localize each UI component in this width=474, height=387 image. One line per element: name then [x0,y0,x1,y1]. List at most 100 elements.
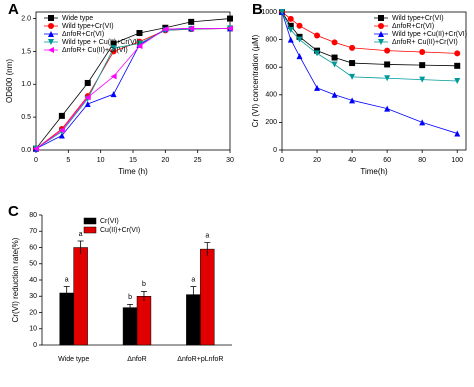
marker [110,73,117,80]
x-tick-label: 25 [194,157,202,164]
y-tick-label: 400 [265,92,277,99]
y-tick-label: 2.0 [21,15,31,22]
marker [296,53,303,60]
x-tick-label: 100 [451,157,463,164]
marker [188,18,195,25]
marker [110,45,117,52]
legend-label: Wild type + Cu(II)+Cr(VI) [62,39,139,46]
legend-marker [48,31,54,37]
y-tick-label: 1.0 [21,81,31,88]
marker [227,15,233,22]
plot-frame [281,11,467,151]
x-axis-label: Time(h) [360,167,388,176]
legend-label: ΔnfoR+ Cu(II)+Cr(VI) [62,47,128,54]
marker [419,62,426,69]
marker [384,105,391,112]
marker [84,94,91,101]
y-tick-label: 0 [33,342,37,349]
annotation: a [65,276,69,283]
marker [136,40,143,47]
series-line [35,28,231,150]
marker [136,43,143,50]
marker [58,127,65,134]
marker [349,73,356,80]
y-tick-label: 600 [265,64,277,71]
y-tick-label: 80 [29,212,37,219]
x-tick-label: 20 [313,157,321,164]
annotation: b [142,281,146,288]
marker [314,50,321,57]
bar [59,292,74,346]
y-tick-label: 0.5 [21,114,31,121]
legend-label: Cr(VI) [100,218,119,225]
series-line [35,28,230,150]
error-bar [77,240,84,254]
legend-label: Cu(II)+Cr(VI) [100,227,140,234]
legend-marker [378,31,384,37]
x-tick-label: 15 [129,157,137,164]
marker [454,130,461,137]
annotation: a [205,232,209,239]
x-tick-label: 5 [66,157,70,164]
panel-label: B [252,1,263,18]
legend-marker [48,47,54,53]
legend-marker [48,23,54,29]
y-tick-label: 40 [29,277,37,284]
y-tick-label: 70 [29,228,37,235]
panel-label: A [8,1,19,18]
y-tick-label: 60 [29,244,37,251]
marker [58,132,65,139]
marker [331,54,338,61]
marker [419,119,426,126]
marker [349,97,356,104]
legend-label: ΔnfoR+ Cu(II)+Cr(VI) [392,39,458,46]
y-tick-label: 20 [29,309,37,316]
marker [287,26,294,33]
marker [314,84,321,91]
marker [454,78,461,84]
marker [314,32,321,39]
x-tick-label: 0 [34,157,38,164]
legend-label: Wide type [62,15,93,22]
x-tick-label: Wide type [58,356,89,363]
y-tick-label: 30 [29,293,37,300]
error-bar [63,286,70,300]
marker [419,49,426,56]
legend-swatch [83,217,97,225]
marker [384,61,391,68]
error-bar [190,286,197,303]
legend-marker [378,23,384,29]
marker [349,44,356,51]
y-axis-label: Cr (VI) concentration (μM) [251,34,260,127]
y-tick-label: 1.5 [21,48,31,55]
legend-marker [48,15,54,21]
x-tick-label: 30 [226,157,234,164]
marker [296,36,303,43]
marker [454,50,461,57]
y-tick-label: 0 [273,147,277,154]
marker [110,40,117,47]
legend-label: ΔnfoR+Cr(VI) [62,31,104,38]
marker [162,26,169,33]
bar [200,248,215,346]
annotation: a [191,276,195,283]
marker [84,79,91,86]
y-tick-label: 0.0 [21,147,31,154]
marker [419,76,426,83]
legend-label: Wild type+Cr(VI) [392,15,444,22]
marker [384,75,391,82]
series-line [35,18,231,149]
bar [122,307,138,346]
annotation: b [128,294,132,301]
marker [331,61,338,68]
marker [110,48,117,55]
legend-label: ΔnfoR+Cr(VI) [392,23,434,30]
x-tick-label: 80 [418,157,426,164]
y-axis-label: Cr(VI) reduction rate(%) [11,237,20,322]
x-axis-label: Time (h) [118,167,148,176]
y-tick-label: 10 [29,326,37,333]
error-bar [204,242,211,256]
marker [279,9,285,15]
marker [349,60,356,67]
